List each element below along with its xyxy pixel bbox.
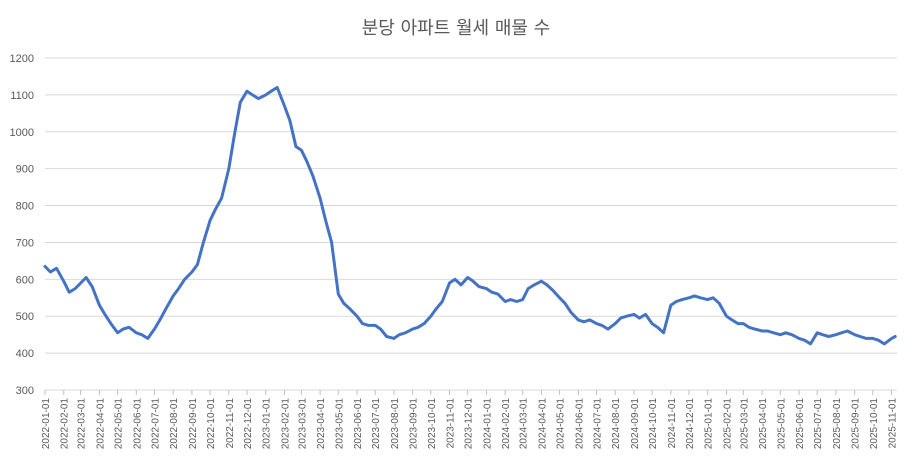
x-tick-label: 2022-07-01	[150, 398, 161, 450]
x-tick-label: 2023-01-01	[262, 398, 273, 450]
x-tick-label: 2022-04-01	[95, 398, 106, 450]
x-tick-label: 2024-10-01	[648, 398, 659, 450]
x-tick-label: 2025-02-01	[722, 398, 733, 450]
x-tick-label: 2022-06-01	[132, 398, 143, 450]
x-tick-label: 2023-11-01	[446, 398, 457, 449]
x-tick-label: 2023-09-01	[409, 398, 420, 450]
y-tick-label: 700	[16, 237, 34, 249]
x-tick-label: 2022-09-01	[188, 398, 199, 450]
x-tick-label: 2024-05-01	[556, 398, 567, 450]
x-tick-label: 2023-06-01	[353, 398, 364, 450]
x-tick-label: 2024-11-01	[667, 398, 678, 449]
x-tick-label: 2025-09-01	[851, 398, 862, 450]
y-tick-label: 900	[16, 164, 34, 176]
chart-title: 분당 아파트 월세 매물 수	[361, 18, 551, 39]
x-tick-label: 2023-07-01	[371, 398, 382, 450]
x-tick-label: 2025-10-01	[869, 398, 880, 450]
x-tick-label: 2023-12-01	[464, 398, 475, 450]
x-tick-label: 2023-04-01	[316, 398, 327, 450]
x-tick-label: 2022-12-01	[243, 398, 254, 450]
x-tick-label: 2024-07-01	[592, 398, 603, 450]
x-tick-label: 2023-05-01	[334, 398, 345, 450]
x-tick-label: 2022-03-01	[77, 398, 88, 450]
x-tick-label: 2022-08-01	[169, 398, 180, 450]
x-tick-label: 2024-01-01	[482, 398, 493, 450]
y-tick-label: 1100	[10, 90, 34, 102]
x-tick-label: 2024-08-01	[611, 398, 622, 450]
x-tick-label: 2025-11-01	[888, 398, 899, 449]
x-tick-label: 2025-03-01	[739, 398, 750, 450]
x-tick-label: 2024-09-01	[630, 398, 641, 450]
y-tick-label: 500	[16, 311, 34, 323]
y-tick-label: 300	[16, 385, 34, 397]
x-tick-label: 2022-01-01	[41, 398, 52, 450]
x-tick-label: 2023-02-01	[280, 398, 291, 450]
y-tick-label: 400	[16, 348, 34, 360]
x-tick-label: 2022-11-01	[225, 398, 236, 449]
x-tick-label: 2024-02-01	[501, 398, 512, 450]
x-tick-label: 2022-02-01	[60, 398, 71, 450]
y-tick-label: 1200	[10, 53, 34, 65]
x-tick-label: 2022-05-01	[114, 398, 125, 450]
x-tick-label: 2024-12-01	[685, 398, 696, 450]
x-tick-label: 2023-10-01	[427, 398, 438, 450]
x-tick-label: 2025-01-01	[704, 398, 715, 450]
x-tick-label: 2024-03-01	[519, 398, 530, 450]
x-tick-label: 2023-03-01	[297, 398, 308, 450]
x-tick-label: 2024-06-01	[574, 398, 585, 450]
x-tick-label: 2025-05-01	[776, 398, 787, 450]
y-tick-label: 800	[16, 201, 34, 213]
x-tick-label: 2025-07-01	[813, 398, 824, 450]
x-tick-label: 2024-04-01	[537, 398, 548, 450]
y-tick-label: 1000	[10, 127, 34, 139]
x-tick-label: 2025-08-01	[832, 398, 843, 450]
x-tick-label: 2023-08-01	[390, 398, 401, 450]
x-tick-label: 2025-04-01	[758, 398, 769, 450]
y-tick-label: 600	[16, 274, 34, 286]
x-tick-label: 2025-06-01	[795, 398, 806, 450]
series-line	[43, 86, 897, 346]
x-tick-label: 2022-10-01	[206, 398, 217, 450]
